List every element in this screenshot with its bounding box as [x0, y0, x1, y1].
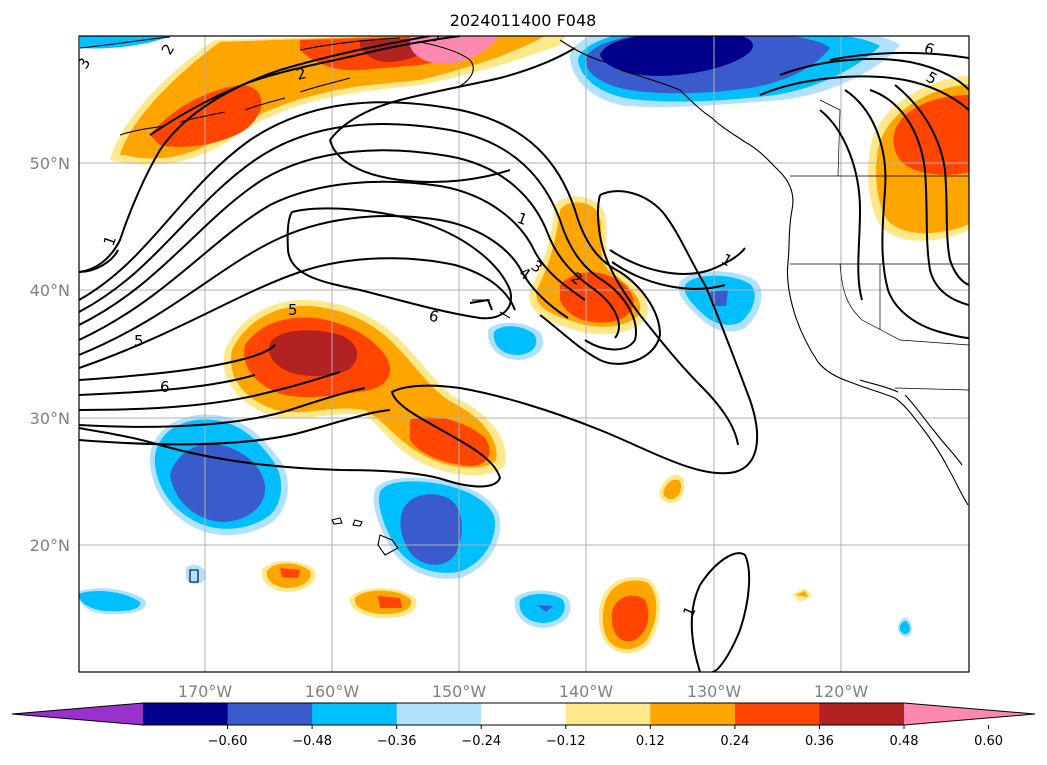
- colorbar-tick-label: 0.48: [890, 734, 919, 749]
- lon-tick-160w: 160°W: [305, 682, 360, 701]
- contour-label-5b: 5: [134, 332, 144, 350]
- colorbar-tick-label: 0.36: [805, 734, 834, 749]
- colorbar-segment: [227, 703, 313, 725]
- colorbar-extend-low: [12, 703, 143, 725]
- coastlines: [79, 36, 969, 583]
- lon-tick-170w: 170°W: [178, 682, 233, 701]
- colorbar-tick-label: 0.12: [636, 734, 665, 749]
- colorbar-tick-label: 0.24: [720, 734, 749, 749]
- lat-tick-30: 30°N: [30, 409, 70, 428]
- colorbar: −0.60 −0.48 −0.36 −0.24 −0.12 0.12 0.24 0.36 0.4…: [11, 702, 1036, 749]
- contour-label-6b: 6: [160, 378, 170, 396]
- lon-tick-130w: 130°W: [687, 682, 742, 701]
- colorbar-tick-label: −0.60: [208, 734, 248, 749]
- lat-tick-50: 50°N: [30, 154, 70, 173]
- contour-label-5d: 5: [427, 26, 442, 46]
- lat-tick-labels: 50°N 40°N 30°N 20°N: [30, 154, 70, 555]
- colorbar-segment: [481, 703, 567, 725]
- colorbar-extend-high: [904, 703, 1035, 725]
- map-title: 2024011400 F048: [450, 11, 597, 30]
- colorbar-segment: [143, 703, 229, 725]
- colorbar-tick-label: −0.24: [461, 734, 501, 749]
- contours: [79, 36, 969, 672]
- colorbar-outline: [11, 702, 1036, 726]
- colorbar-tick-label: −0.12: [546, 734, 586, 749]
- lon-tick-labels: 170°W 160°W 150°W 140°W 130°W 120°W: [178, 682, 869, 701]
- colorbar-tick-label: −0.36: [377, 734, 417, 749]
- colorbar-segment: [396, 703, 482, 725]
- map-frame: [78, 35, 970, 673]
- contour-label-5: 5: [288, 301, 298, 319]
- colorbar-segment: [565, 703, 651, 725]
- contour-label-6: 6: [427, 306, 441, 326]
- gridlines: [79, 36, 969, 672]
- lon-tick-150w: 150°W: [432, 682, 487, 701]
- lon-tick-120w: 120°W: [814, 682, 869, 701]
- colorbar-tick-label: −0.48: [292, 734, 332, 749]
- colorbar-segment: [312, 703, 398, 725]
- lat-tick-20: 20°N: [30, 536, 70, 555]
- colorbar-segment: [734, 703, 820, 725]
- political-borders: [790, 99, 969, 391]
- contour-label-2: 2: [294, 64, 308, 84]
- colorbar-tick-label: 0.60: [974, 734, 1003, 749]
- lon-tick-140w: 140°W: [559, 682, 614, 701]
- colorbar-segment: [650, 703, 736, 725]
- lat-tick-40: 40°N: [30, 281, 70, 300]
- colorbar-segment: [819, 703, 905, 725]
- map-area: 1 2 2 3 1 3 4 2 6 5 5 6 1 6 5 1 5: [79, 26, 969, 672]
